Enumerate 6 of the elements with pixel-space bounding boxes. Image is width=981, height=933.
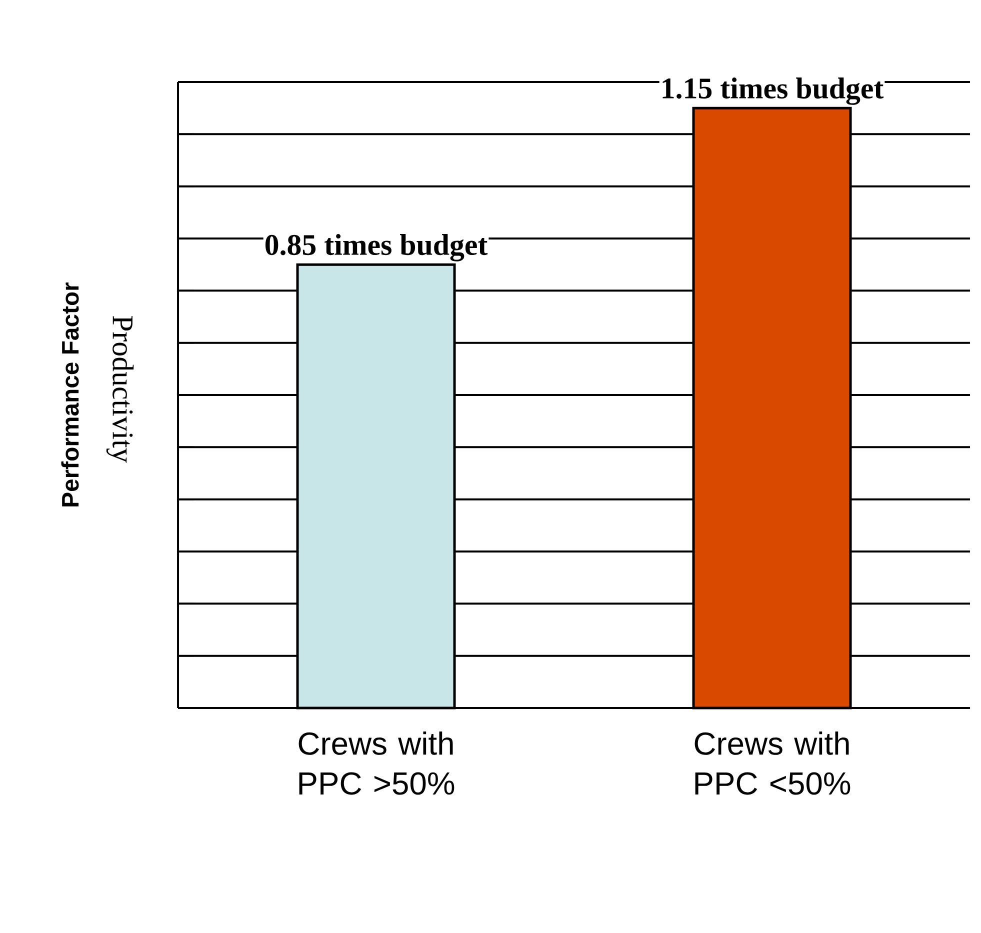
data-label: 1.15 times budget (662, 78, 884, 105)
x-tick-label: Crews with PPC <50% (694, 732, 850, 795)
data-label: 0.85 times budget (265, 234, 488, 262)
y-axis-title: Performance Factor (61, 282, 79, 506)
text: Productivity (106, 316, 134, 463)
x-tick-label: Crews with PPC >50% (298, 732, 454, 795)
